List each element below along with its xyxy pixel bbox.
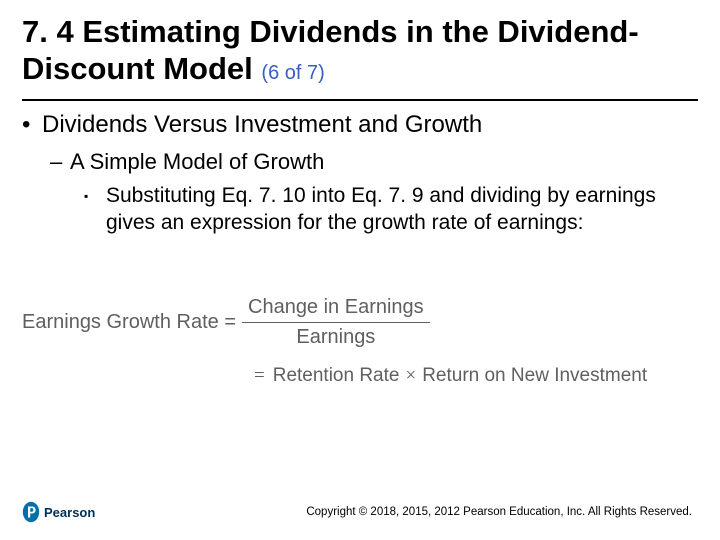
bullet-square-icon: ▪ bbox=[84, 183, 106, 236]
formula-fraction: Change in Earnings Earnings bbox=[242, 296, 430, 349]
bullet-level-2: – A Simple Model of Growth bbox=[50, 149, 698, 175]
formula-lhs: Earnings Growth Rate = bbox=[22, 311, 236, 334]
pearson-logo-text: Pearson bbox=[44, 505, 95, 520]
formula-row-2: = Retention Rate × Return on New Investm… bbox=[22, 365, 698, 387]
bullet-1-text: Dividends Versus Investment and Growth bbox=[42, 111, 482, 139]
pearson-mark-icon bbox=[22, 501, 40, 523]
bullet-dash-icon: – bbox=[50, 149, 70, 175]
formula-block: Earnings Growth Rate = Change in Earning… bbox=[22, 296, 698, 387]
times-sign: × bbox=[405, 365, 416, 387]
slide-footer: Pearson Copyright © 2018, 2015, 2012 Pea… bbox=[0, 498, 720, 526]
formula-denominator: Earnings bbox=[290, 323, 381, 349]
content-body: • Dividends Versus Investment and Growth… bbox=[0, 111, 720, 236]
title-text: 7. 4 Estimating Dividends in the Dividen… bbox=[22, 14, 639, 86]
bullet-3-text: Substituting Eq. 7. 10 into Eq. 7. 9 and… bbox=[106, 183, 698, 236]
pearson-logo: Pearson bbox=[22, 501, 95, 523]
bullet-2-text: A Simple Model of Growth bbox=[70, 149, 324, 175]
bullet-level-3: ▪ Substituting Eq. 7. 10 into Eq. 7. 9 a… bbox=[84, 183, 698, 236]
formula-term-b: Return on New Investment bbox=[422, 365, 647, 387]
copyright-text: Copyright © 2018, 2015, 2012 Pearson Edu… bbox=[306, 506, 698, 518]
equals-sign: = bbox=[254, 365, 265, 387]
bullet-dot-icon: • bbox=[22, 111, 42, 139]
slide-title: 7. 4 Estimating Dividends in the Dividen… bbox=[22, 14, 698, 87]
page-counter: (6 of 7) bbox=[261, 62, 324, 84]
formula-term-a: Retention Rate bbox=[273, 365, 400, 387]
formula-row-1: Earnings Growth Rate = Change in Earning… bbox=[22, 296, 698, 349]
formula-numerator: Change in Earnings bbox=[242, 296, 430, 322]
title-rule bbox=[22, 99, 698, 101]
bullet-level-1: • Dividends Versus Investment and Growth bbox=[22, 111, 698, 139]
